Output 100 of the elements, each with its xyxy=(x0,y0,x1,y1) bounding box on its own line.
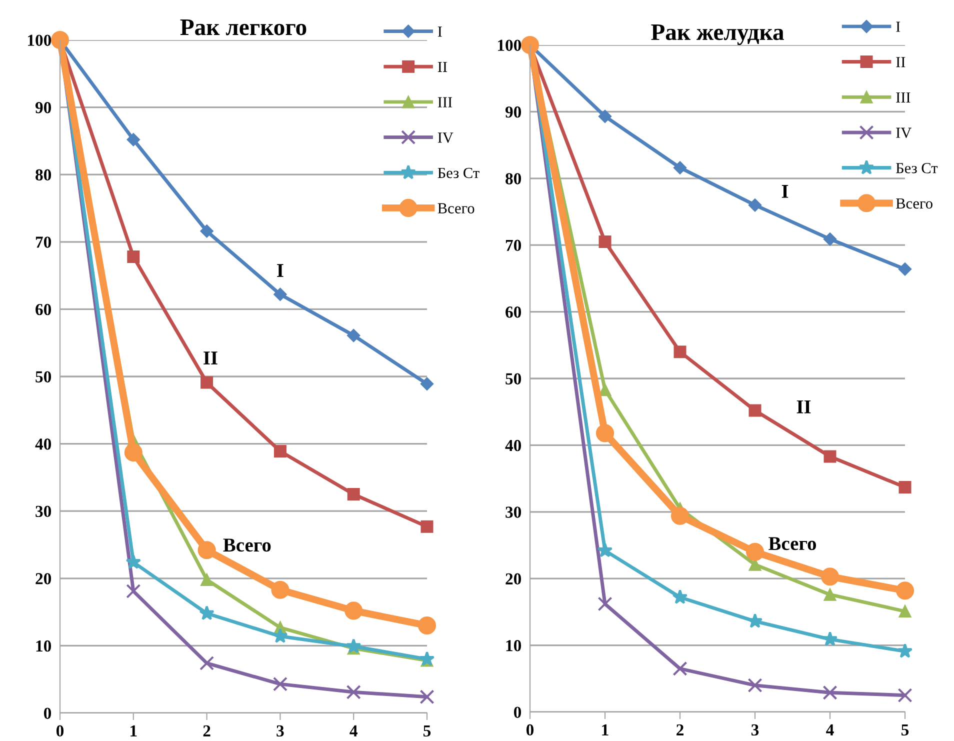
chart-title: Рак желудка xyxy=(651,24,784,45)
point xyxy=(898,605,912,618)
point xyxy=(124,444,142,462)
x-tick-label: 3 xyxy=(276,725,284,737)
point xyxy=(420,520,434,533)
point xyxy=(898,688,912,703)
point xyxy=(272,676,288,692)
point xyxy=(126,584,141,598)
y-tick-label: 90 xyxy=(505,106,522,118)
point xyxy=(672,661,688,676)
point xyxy=(748,198,762,212)
legend-label: IV xyxy=(438,132,454,143)
legend-label: III xyxy=(438,97,452,108)
point xyxy=(200,573,214,586)
x-tick-label: 2 xyxy=(203,725,210,736)
y-tick-label: 70 xyxy=(506,240,522,252)
point xyxy=(346,684,361,700)
point xyxy=(672,589,688,604)
point xyxy=(897,643,913,658)
y-tick-label: 50 xyxy=(36,371,52,382)
y-tick-label: 100 xyxy=(498,40,522,51)
point xyxy=(746,542,764,561)
point xyxy=(126,554,142,569)
y-tick-label: 100 xyxy=(28,34,52,46)
legend-label: Без Ст xyxy=(896,163,938,174)
annotation: II xyxy=(796,400,811,414)
point xyxy=(418,616,436,635)
legend-label: II xyxy=(896,57,906,68)
point xyxy=(748,404,762,417)
x-tick-label: 1 xyxy=(602,724,608,736)
point xyxy=(824,588,836,601)
y-tick-label: 30 xyxy=(36,506,52,518)
annotation: Всего xyxy=(768,537,816,550)
y-tick-label: 0 xyxy=(44,708,52,719)
point xyxy=(748,678,762,693)
point xyxy=(200,656,214,670)
point xyxy=(597,542,613,558)
point xyxy=(896,582,914,600)
point xyxy=(274,288,287,301)
x-tick-label: 1 xyxy=(130,725,137,736)
point xyxy=(200,376,214,389)
point xyxy=(127,250,140,263)
y-tick-label: 30 xyxy=(506,506,522,518)
point xyxy=(272,628,288,643)
point xyxy=(822,685,838,700)
point xyxy=(200,224,214,238)
y-tick-label: 70 xyxy=(36,236,52,248)
annotation: I xyxy=(782,185,788,198)
point xyxy=(822,631,838,646)
annotation: II xyxy=(204,352,218,364)
point xyxy=(820,568,840,586)
point xyxy=(747,613,763,628)
point xyxy=(271,580,290,599)
point xyxy=(344,602,363,620)
point xyxy=(198,541,216,560)
point xyxy=(598,236,612,248)
point xyxy=(346,638,362,654)
y-tick-label: 40 xyxy=(505,440,522,452)
point xyxy=(199,605,214,620)
legend-label: Всего xyxy=(896,198,932,209)
x-tick-label: 5 xyxy=(902,724,909,736)
y-tick-label: 20 xyxy=(36,573,52,584)
point xyxy=(598,110,612,123)
point xyxy=(420,377,434,390)
y-tick-label: 0 xyxy=(514,706,522,718)
legend-label: I xyxy=(896,22,900,32)
point xyxy=(347,488,360,501)
point xyxy=(126,133,140,146)
legend-label: Без Ст xyxy=(438,168,480,178)
annotation: Всего xyxy=(223,538,271,552)
y-tick-label: 40 xyxy=(35,438,52,450)
x-tick-label: 4 xyxy=(826,724,834,736)
legend-label: I xyxy=(438,26,442,37)
legend-label: II xyxy=(438,62,447,72)
point xyxy=(674,346,686,358)
legend-label: Всего xyxy=(438,203,474,214)
y-tick-label: 10 xyxy=(36,640,52,652)
y-tick-label: 90 xyxy=(35,102,52,114)
point xyxy=(898,480,912,494)
y-tick-label: 60 xyxy=(36,304,52,316)
point xyxy=(598,596,612,612)
x-tick-label: 5 xyxy=(424,725,431,737)
legend-label: III xyxy=(896,92,910,102)
y-tick-label: 80 xyxy=(36,169,52,181)
point xyxy=(420,690,434,704)
x-tick-label: 2 xyxy=(676,724,684,736)
y-tick-label: 20 xyxy=(506,573,522,585)
point xyxy=(673,161,687,174)
point xyxy=(274,444,286,458)
chart-title: Рак легкого xyxy=(180,20,306,36)
annotation: I xyxy=(277,264,284,277)
y-tick-label: 10 xyxy=(506,640,522,652)
y-tick-label: 80 xyxy=(506,173,522,184)
x-tick-label: 4 xyxy=(350,725,358,736)
point xyxy=(347,328,360,342)
x-tick-label: 3 xyxy=(751,724,759,736)
point xyxy=(670,506,690,525)
point xyxy=(823,232,837,246)
point xyxy=(596,424,614,442)
point xyxy=(898,262,912,276)
